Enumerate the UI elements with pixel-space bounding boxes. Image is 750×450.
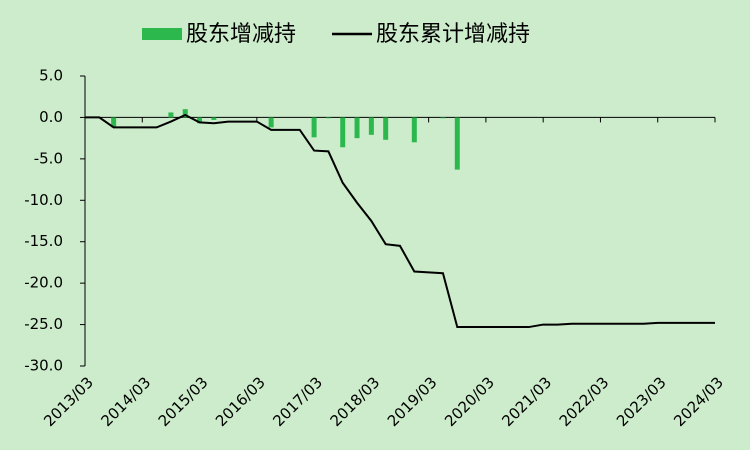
bar (168, 112, 174, 118)
x-tick-label: 2024/03 (670, 373, 727, 430)
x-tick-label: 2014/03 (97, 373, 154, 430)
y-tick-label: -10.0 (24, 191, 63, 209)
bar (440, 117, 446, 119)
bar (197, 117, 203, 124)
y-tick-label: 5.0 (39, 67, 63, 85)
x-tick-label: 2019/03 (384, 373, 441, 430)
x-tick-label: 2022/03 (556, 373, 613, 430)
y-tick-label: -20.0 (24, 274, 63, 292)
y-tick-label: 0.0 (39, 108, 63, 126)
bar (182, 109, 188, 118)
bar (340, 117, 346, 148)
bar (411, 117, 417, 143)
bar (354, 117, 360, 139)
bar (454, 117, 460, 170)
x-tick-label: 2021/03 (498, 373, 555, 430)
y-tick-label: -30.0 (24, 357, 63, 375)
legend-label: 股东累计增减持 (376, 22, 530, 47)
x-tick-label: 2018/03 (327, 373, 384, 430)
y-tick-label: -5.0 (34, 149, 63, 167)
bar (111, 117, 117, 128)
y-tick-label: -15.0 (24, 232, 63, 250)
x-tick-label: 2020/03 (441, 373, 498, 430)
legend-swatch (142, 28, 182, 40)
bar (311, 117, 317, 138)
line (85, 113, 715, 329)
x-tick-label: 2023/03 (613, 373, 670, 430)
bar (325, 117, 331, 119)
bar (211, 117, 217, 120)
bar (383, 117, 389, 140)
bar (268, 117, 274, 128)
x-tick-label: 2016/03 (212, 373, 269, 430)
x-tick-label: 2013/03 (40, 373, 97, 430)
bar (368, 117, 374, 135)
x-tick-label: 2015/03 (155, 373, 212, 430)
y-tick-label: -25.0 (24, 315, 63, 333)
legend-label: 股东增减持 (186, 22, 296, 47)
x-tick-label: 2017/03 (269, 373, 326, 430)
